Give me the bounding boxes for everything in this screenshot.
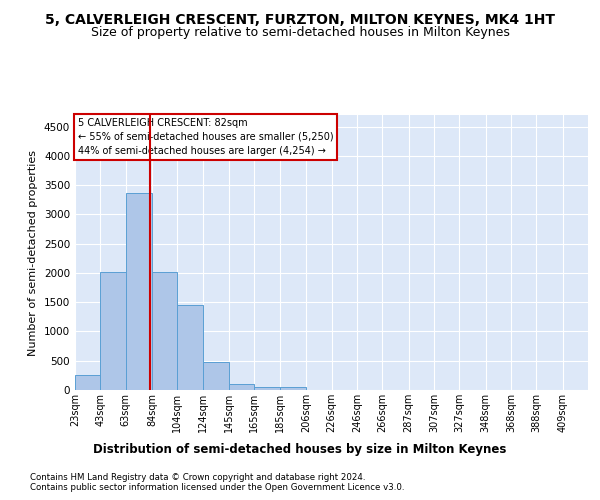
Text: Contains HM Land Registry data © Crown copyright and database right 2024.: Contains HM Land Registry data © Crown c… — [30, 472, 365, 482]
Bar — [75, 376, 100, 390]
Y-axis label: Number of semi-detached properties: Number of semi-detached properties — [28, 150, 38, 356]
Bar — [125, 194, 152, 390]
Text: Distribution of semi-detached houses by size in Milton Keynes: Distribution of semi-detached houses by … — [94, 442, 506, 456]
Bar — [178, 304, 203, 390]
Text: 5 CALVERLEIGH CRESCENT: 82sqm
← 55% of semi-detached houses are smaller (5,250)
: 5 CALVERLEIGH CRESCENT: 82sqm ← 55% of s… — [77, 118, 333, 156]
Bar — [100, 272, 125, 390]
Text: 5, CALVERLEIGH CRESCENT, FURZTON, MILTON KEYNES, MK4 1HT: 5, CALVERLEIGH CRESCENT, FURZTON, MILTON… — [45, 12, 555, 26]
Bar — [152, 272, 178, 390]
Bar — [280, 387, 306, 390]
Bar — [203, 362, 229, 390]
Bar — [254, 387, 280, 390]
Text: Contains public sector information licensed under the Open Government Licence v3: Contains public sector information licen… — [30, 484, 404, 492]
Bar — [229, 384, 254, 390]
Text: Size of property relative to semi-detached houses in Milton Keynes: Size of property relative to semi-detach… — [91, 26, 509, 39]
